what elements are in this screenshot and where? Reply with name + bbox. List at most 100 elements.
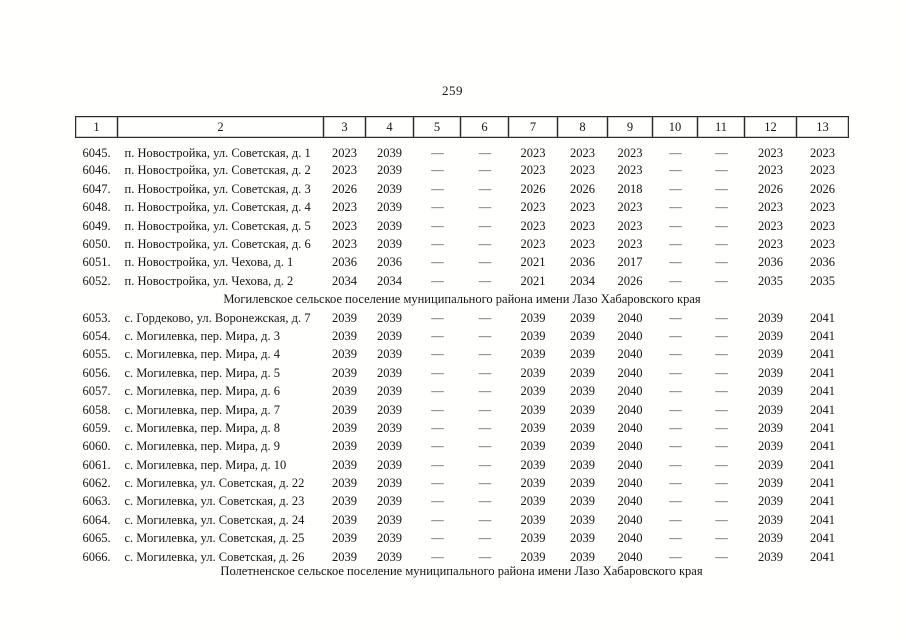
- year-cell: 2039: [377, 420, 402, 435]
- empty-dash-cell: —: [669, 145, 682, 160]
- year-cell: 2039: [520, 531, 546, 546]
- empty-dash-cell: —: [478, 531, 492, 546]
- row-number: 6062.: [82, 476, 111, 491]
- empty-dash-cell: —: [431, 273, 444, 288]
- year-cell: 2023: [570, 218, 595, 233]
- empty-dash-cell: —: [715, 163, 728, 178]
- empty-dash-cell: —: [431, 402, 444, 417]
- empty-dash-cell: —: [669, 255, 682, 270]
- address-cell: с. Могилевка, пер. Мира, д. 10: [124, 457, 287, 472]
- empty-dash-cell: —: [715, 145, 728, 160]
- year-cell: 2039: [332, 365, 357, 380]
- column-header: 12: [744, 116, 797, 138]
- address-cell: с. Могилевка, пер. Мира, д. 4: [124, 347, 281, 362]
- year-cell: 2039: [758, 512, 783, 527]
- row-number: 6060.: [82, 439, 111, 454]
- year-cell: 2039: [570, 328, 595, 343]
- address-years-table: 1 2 3 4 5 6 7 8 9 10 11 12 13 6045. п. Новостройка, у…: [75, 116, 849, 566]
- table-row: 6059. с. Могилевка, пер. Мира, д. 8 2039 20…: [76, 419, 849, 437]
- year-cell: 2039: [377, 218, 402, 233]
- year-cell: 2039: [377, 402, 402, 417]
- year-cell: 2023: [570, 145, 595, 160]
- year-cell: 2023: [617, 145, 643, 160]
- empty-dash-cell: —: [431, 237, 444, 251]
- empty-dash-cell: —: [478, 402, 492, 417]
- address-cell: п. Новостройка, ул. Советская, д. 2: [124, 163, 311, 178]
- year-cell: 2023: [810, 163, 835, 178]
- row-number: 6054.: [82, 328, 111, 343]
- empty-dash-cell: —: [478, 181, 492, 196]
- empty-dash-cell: —: [431, 347, 444, 362]
- row-number: 6065.: [82, 531, 111, 546]
- row-number: 6059.: [82, 420, 111, 435]
- year-cell: 2039: [570, 384, 595, 399]
- year-cell: 2041: [810, 476, 835, 491]
- year-cell: 2039: [377, 181, 402, 196]
- year-cell: 2039: [377, 476, 402, 491]
- year-cell: 2023: [758, 163, 783, 178]
- year-cell: 2039: [758, 439, 783, 454]
- year-cell: 2041: [810, 347, 835, 362]
- year-cell: 2039: [570, 310, 595, 325]
- year-cell: 2039: [570, 531, 595, 546]
- table-row: 6050. п. Новостройка, ул. Советская, д. 6…: [76, 235, 849, 253]
- year-cell: 2040: [617, 494, 643, 509]
- empty-dash-cell: —: [715, 494, 728, 509]
- year-cell: 2041: [810, 310, 835, 325]
- empty-dash-cell: —: [669, 384, 682, 399]
- year-cell: 2039: [332, 512, 357, 527]
- year-cell: 2023: [758, 200, 783, 215]
- address-cell: п. Новостройка, ул. Советская, д. 3: [124, 181, 311, 196]
- year-cell: 2023: [520, 163, 546, 178]
- empty-dash-cell: —: [715, 457, 728, 472]
- year-cell: 2036: [810, 255, 835, 270]
- empty-dash-cell: —: [669, 181, 682, 196]
- row-number: 6046.: [82, 163, 111, 178]
- row-number: 6058.: [82, 402, 111, 417]
- address-cell: с. Гордеково, ул. Воронежская, д. 7: [124, 310, 311, 325]
- year-cell: 2039: [758, 476, 783, 491]
- year-cell: 2021: [520, 255, 546, 270]
- empty-dash-cell: —: [478, 365, 492, 380]
- year-cell: 2039: [332, 476, 357, 491]
- year-cell: 2035: [758, 273, 783, 288]
- empty-dash-cell: —: [431, 163, 444, 178]
- empty-dash-cell: —: [669, 439, 682, 454]
- year-cell: 2023: [520, 237, 546, 251]
- year-cell: 2017: [617, 255, 643, 270]
- year-cell: 2039: [377, 200, 402, 215]
- address-cell: с. Могилевка, ул. Советская, д. 26: [124, 549, 305, 564]
- year-cell: 2039: [520, 402, 546, 417]
- row-number: 6045.: [82, 145, 111, 160]
- empty-dash-cell: —: [431, 531, 444, 546]
- year-cell: 2023: [570, 163, 595, 178]
- year-cell: 2039: [377, 365, 402, 380]
- empty-dash-cell: —: [431, 384, 444, 399]
- year-cell: 2041: [810, 384, 835, 399]
- column-header: 5: [413, 116, 461, 138]
- empty-dash-cell: —: [715, 347, 728, 362]
- empty-dash-cell: —: [431, 476, 444, 491]
- empty-dash-cell: —: [715, 365, 728, 380]
- year-cell: 2023: [810, 145, 835, 160]
- year-cell: 2023: [810, 218, 835, 233]
- column-header: 6: [460, 116, 509, 138]
- table-row: 6054. с. Могилевка, пер. Мира, д. 3 2039 20…: [76, 327, 849, 345]
- table-row: 6053. с. Гордеково, ул. Воронежская, д. 7…: [76, 309, 849, 327]
- empty-dash-cell: —: [669, 237, 682, 251]
- year-cell: 2023: [570, 237, 595, 251]
- year-cell: 2023: [520, 218, 546, 233]
- empty-dash-cell: —: [478, 420, 492, 435]
- table-row: 6052. п. Новостройка, ул. Чехова, д. 2 203…: [76, 272, 849, 290]
- year-cell: 2023: [810, 237, 835, 251]
- row-number: 6063.: [82, 494, 111, 509]
- address-cell: п. Новостройка, ул. Советская, д. 4: [124, 200, 311, 215]
- empty-dash-cell: —: [669, 365, 682, 380]
- column-header: 10: [652, 116, 698, 138]
- empty-dash-cell: —: [431, 420, 444, 435]
- table-row: 6048. п. Новостройка, ул. Советская, д. 4…: [76, 198, 849, 216]
- table-row: 6049. п. Новостройка, ул. Советская, д. 5…: [76, 217, 849, 235]
- year-cell: 2039: [570, 512, 595, 527]
- year-cell: 2026: [617, 273, 643, 288]
